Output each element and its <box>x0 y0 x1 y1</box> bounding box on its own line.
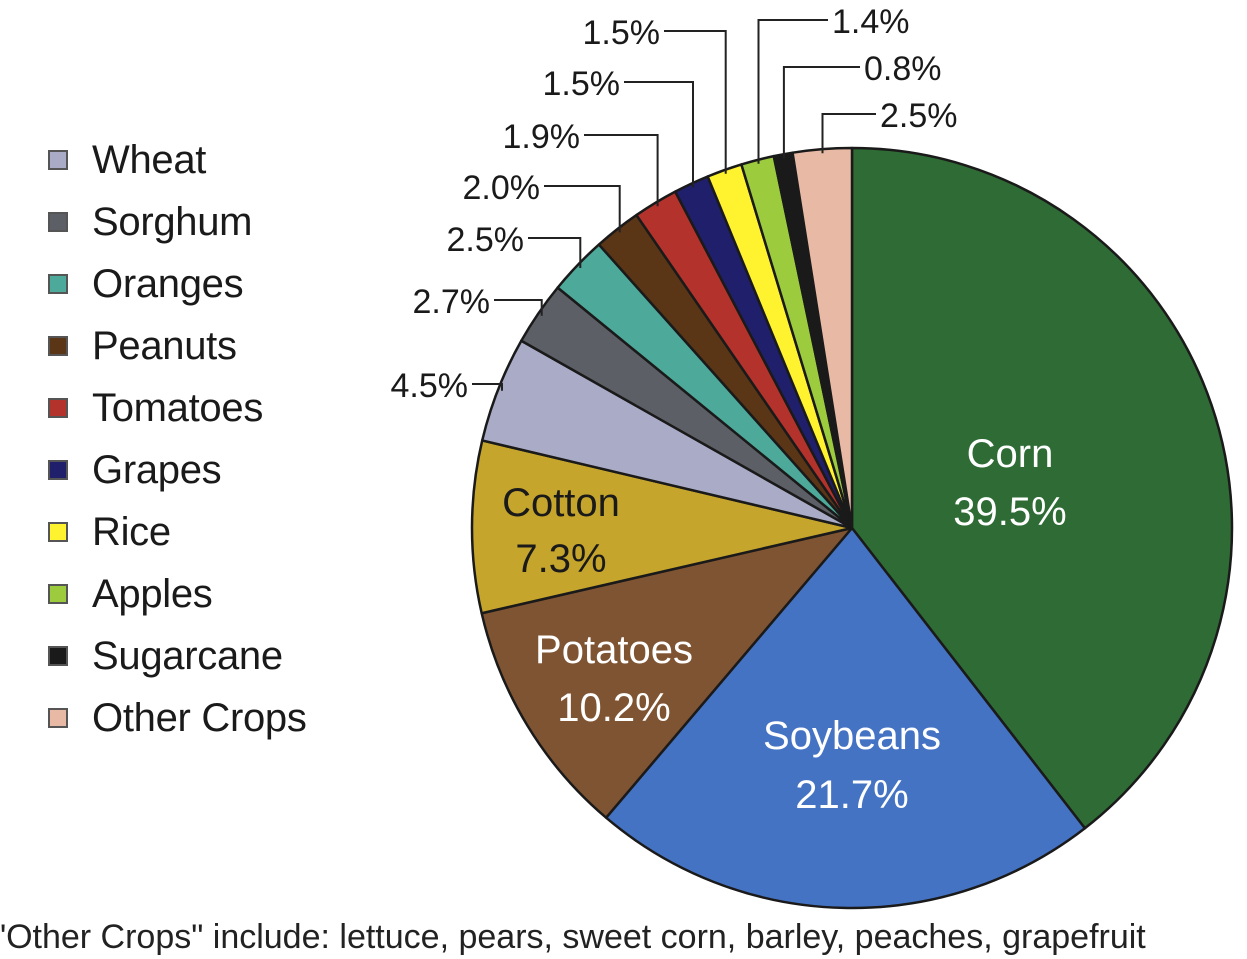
legend-label: Peanuts <box>92 323 237 368</box>
legend-label: Wheat <box>92 137 207 182</box>
legend-item-sorghum: Sorghum <box>48 199 253 244</box>
legend-label: Tomatoes <box>92 385 264 430</box>
slice-cotton <box>470 439 854 615</box>
data-label-sorghum: 2.7% <box>413 283 491 321</box>
legend-label: Sorghum <box>92 199 253 244</box>
legend-swatch <box>48 150 68 170</box>
footnote: "Other Crops" include: lettuce, pears, s… <box>0 918 1146 956</box>
data-label-wheat: 4.5% <box>391 367 469 405</box>
data-label-rice: 1.5% <box>583 14 661 52</box>
legend-label: Apples <box>92 571 213 616</box>
leader-line-grapes <box>624 81 694 188</box>
slice-value-potatoes: 10.2% <box>557 686 670 730</box>
slice-corn <box>850 146 1234 830</box>
data-label-apples: 1.4% <box>832 3 910 41</box>
data-label-other-crops: 2.5% <box>880 97 958 135</box>
legend-item-tomatoes: Tomatoes <box>48 385 264 430</box>
slice-potatoes <box>480 526 854 819</box>
data-label-tomatoes: 1.9% <box>503 118 581 156</box>
legend-swatch <box>48 708 68 728</box>
legend-item-apples: Apples <box>48 571 213 616</box>
slice-name-corn: Corn <box>967 432 1054 476</box>
leader-line-other-crops <box>821 113 876 154</box>
leader-line-oranges <box>528 237 582 268</box>
legend-swatch <box>48 274 68 294</box>
legend-item-oranges: Oranges <box>48 261 244 306</box>
pie-slices <box>470 146 1234 910</box>
slice-value-corn: 39.5% <box>953 490 1066 534</box>
slice-value-soybeans: 21.7% <box>795 773 908 817</box>
legend-swatch <box>48 336 68 356</box>
leader-line-peanuts <box>544 185 621 233</box>
slice-soybeans <box>604 526 1087 910</box>
legend-swatch <box>48 212 68 232</box>
slice-value-cotton: 7.3% <box>515 537 606 581</box>
legend-item-rice: Rice <box>48 509 171 554</box>
legend-swatch <box>48 460 68 480</box>
leader-line-tomatoes <box>584 134 659 207</box>
legend-swatch <box>48 646 68 666</box>
legend-item-grapes: Grapes <box>48 447 222 492</box>
leader-line-sugarcane <box>782 66 860 159</box>
legend-label: Grapes <box>92 447 222 492</box>
data-label-oranges: 2.5% <box>447 221 525 259</box>
data-label-peanuts: 2.0% <box>463 169 541 207</box>
pie-labels: Corn 39.5% Soybeans 21.7% Potatoes 10.2% Cotto… <box>391 3 1067 817</box>
legend-item-sugarcane: Sugarcane <box>48 633 283 678</box>
legend-item-wheat: Wheat <box>48 137 207 182</box>
legend-swatch <box>48 584 68 604</box>
legend-label: Oranges <box>92 261 244 306</box>
leader-line-sorghum <box>494 299 543 316</box>
slice-name-potatoes: Potatoes <box>535 628 693 672</box>
leader-line-apples <box>757 19 828 164</box>
leader-line-wheat <box>472 383 503 391</box>
slice-name-soybeans: Soybeans <box>763 714 941 758</box>
legend-label: Other Crops <box>92 695 307 740</box>
legend-label: Rice <box>92 509 171 554</box>
data-label-sugarcane: 0.8% <box>864 50 942 88</box>
legend-label: Sugarcane <box>92 633 283 678</box>
legend-item-other-crops: Other Crops <box>48 695 307 740</box>
leader-line-rice <box>664 30 727 174</box>
slice-name-cotton: Cotton <box>502 481 620 525</box>
data-label-grapes: 1.5% <box>543 65 621 103</box>
legend-item-peanuts: Peanuts <box>48 323 237 368</box>
legend-swatch <box>48 522 68 542</box>
legend-swatch <box>48 398 68 418</box>
